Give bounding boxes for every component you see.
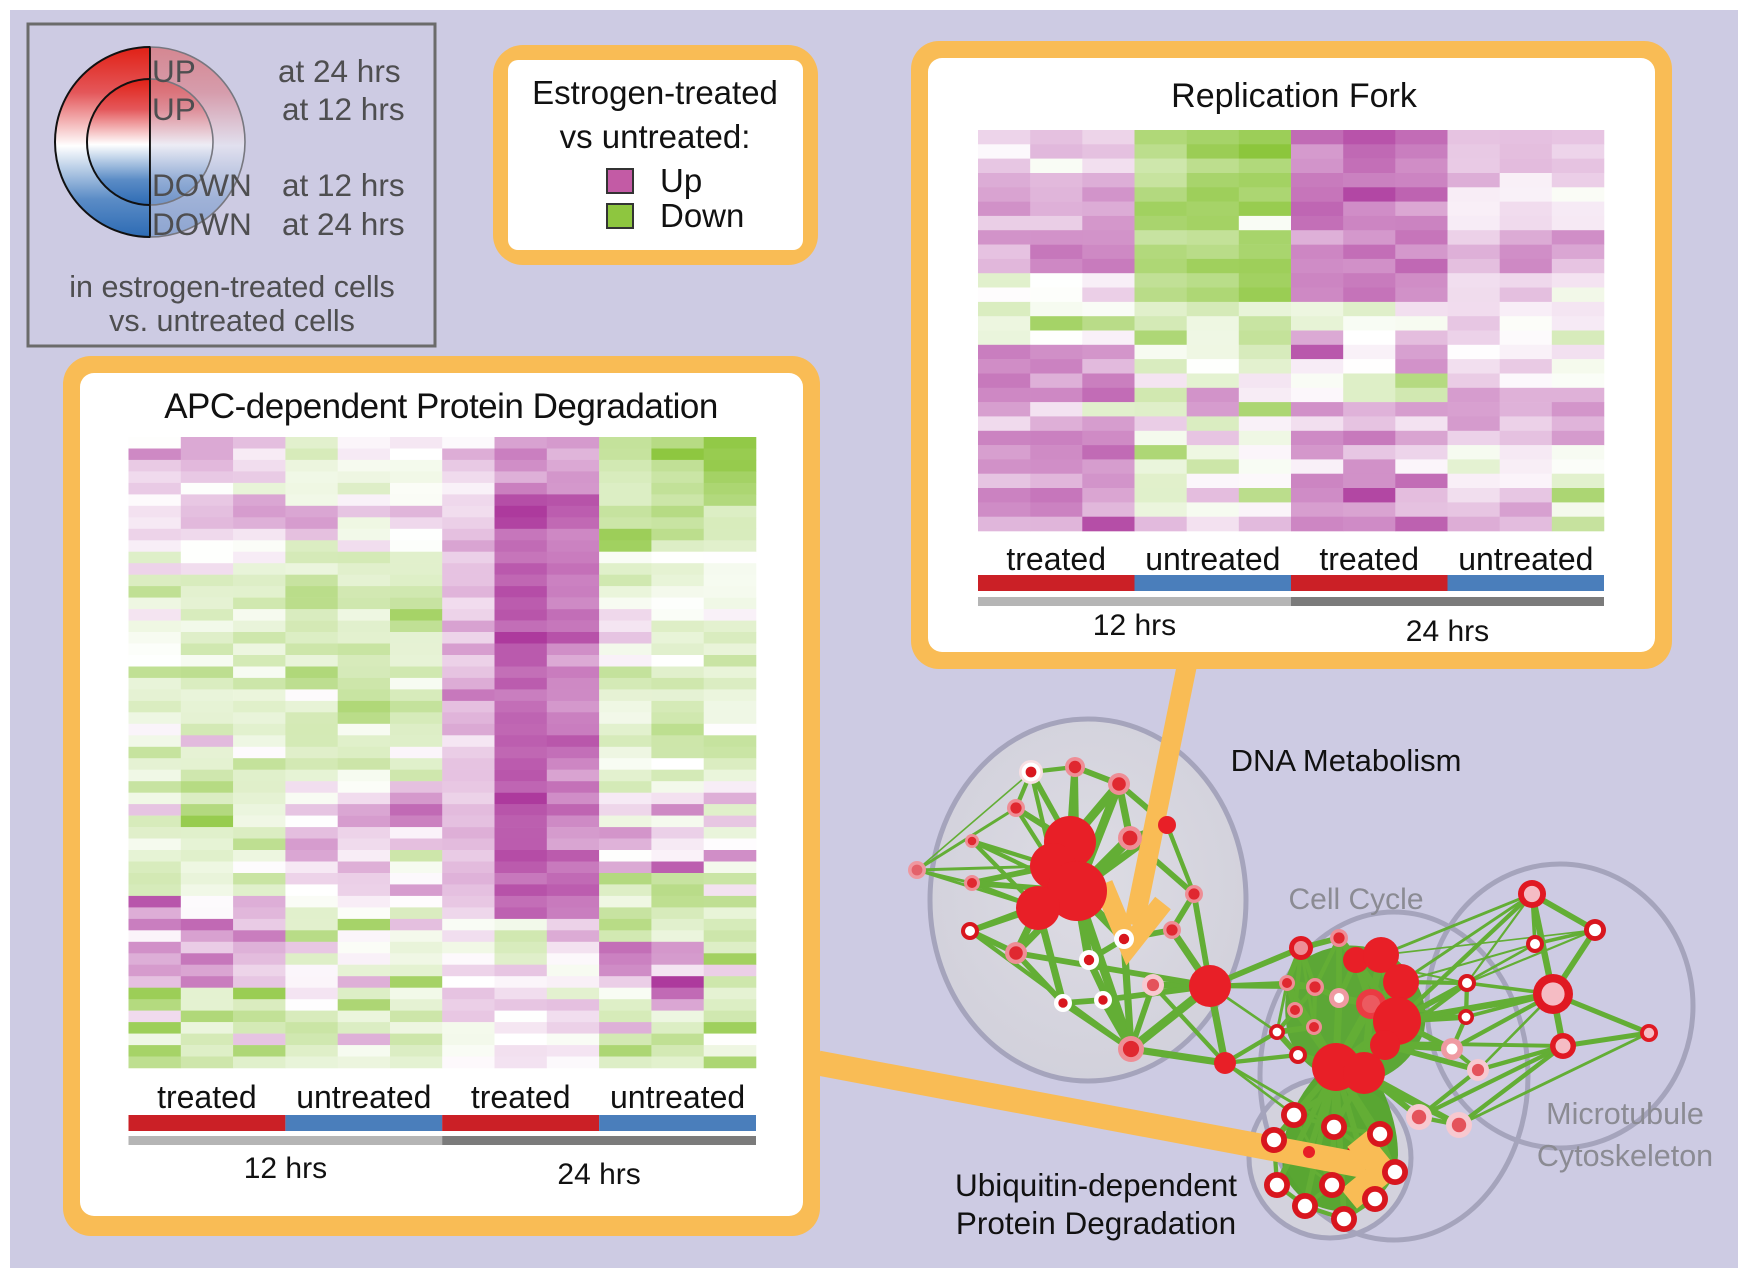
svg-text:24 hrs: 24 hrs [557, 1158, 640, 1191]
svg-text:at 24 hrs: at 24 hrs [278, 53, 401, 89]
svg-text:Cell Cycle: Cell Cycle [1288, 883, 1423, 916]
svg-text:DOWN: DOWN [152, 167, 252, 203]
svg-text:DOWN: DOWN [152, 206, 252, 242]
svg-text:Ubiquitin-dependent: Ubiquitin-dependent [955, 1167, 1237, 1203]
svg-text:treated: treated [157, 1079, 257, 1115]
svg-text:untreated: untreated [1145, 541, 1280, 577]
svg-text:Cytoskeleton: Cytoskeleton [1537, 1139, 1713, 1173]
svg-text:24 hrs: 24 hrs [1406, 615, 1489, 648]
svg-text:UP: UP [152, 91, 196, 127]
svg-text:DNA Metabolism: DNA Metabolism [1231, 743, 1462, 778]
svg-text:Estrogen-treated: Estrogen-treated [532, 74, 778, 111]
svg-text:treated: treated [1319, 541, 1419, 577]
svg-text:Microtubule: Microtubule [1546, 1097, 1704, 1131]
svg-text:12 hrs: 12 hrs [1093, 609, 1176, 642]
svg-text:vs untreated:: vs untreated: [560, 118, 751, 155]
svg-text:Up: Up [660, 162, 702, 199]
svg-text:untreated: untreated [610, 1079, 745, 1115]
svg-text:in estrogen-treated cells: in estrogen-treated cells [69, 270, 395, 304]
svg-text:vs. untreated cells: vs. untreated cells [109, 304, 355, 338]
svg-text:UP: UP [152, 53, 196, 89]
svg-text:at 24 hrs: at 24 hrs [282, 206, 405, 242]
svg-text:at 12 hrs: at 12 hrs [282, 167, 405, 203]
svg-text:treated: treated [1006, 541, 1106, 577]
svg-text:at 12 hrs: at 12 hrs [282, 91, 405, 127]
svg-text:12 hrs: 12 hrs [244, 1152, 327, 1185]
svg-text:untreated: untreated [1458, 541, 1593, 577]
svg-text:treated: treated [471, 1079, 571, 1115]
svg-text:Down: Down [660, 197, 744, 234]
svg-text:APC-dependent Protein Degradat: APC-dependent Protein Degradation [164, 387, 718, 426]
svg-text:Protein Degradation: Protein Degradation [956, 1205, 1236, 1241]
svg-text:untreated: untreated [296, 1079, 431, 1115]
svg-text:Replication Fork: Replication Fork [1171, 77, 1418, 115]
